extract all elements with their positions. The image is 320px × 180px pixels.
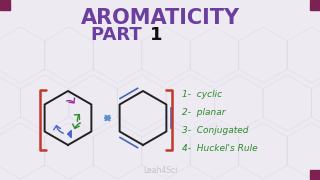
- Text: PART: PART: [91, 26, 148, 44]
- Text: 1-  cyclic: 1- cyclic: [182, 90, 222, 99]
- Text: 4-  Huckel's Rule: 4- Huckel's Rule: [182, 144, 258, 153]
- Text: AROMATICITY: AROMATICITY: [80, 8, 240, 28]
- Bar: [310, 0, 320, 10]
- Text: 3-  Conjugated: 3- Conjugated: [182, 126, 249, 135]
- Bar: [310, 170, 320, 180]
- Bar: [0, 0, 10, 10]
- Text: 2-  planar: 2- planar: [182, 108, 226, 117]
- Text: 1: 1: [150, 26, 163, 44]
- Text: Leah4Sci: Leah4Sci: [143, 166, 177, 175]
